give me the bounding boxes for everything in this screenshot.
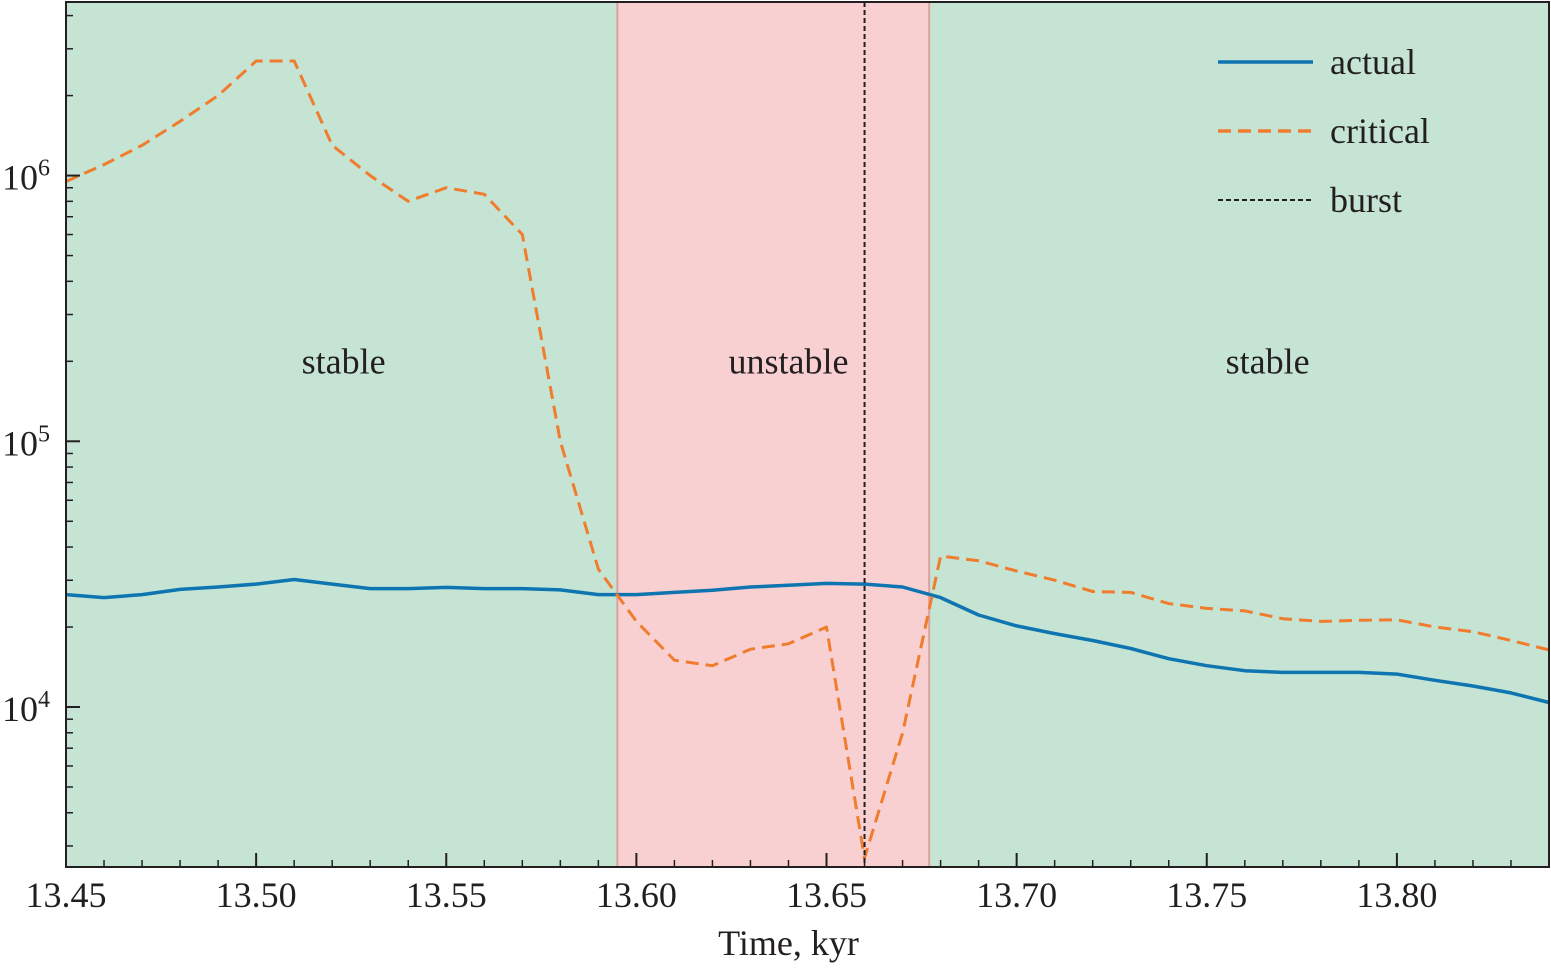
regions-layer [66,2,1549,867]
x-tick-label-7: 13.80 [1356,875,1437,915]
region-0 [66,2,617,867]
y-tick-label-1: 105 [2,421,50,463]
y-tick-label-2: 106 [2,156,50,198]
region-label-0: stable [302,341,386,381]
region-label-2: stable [1226,341,1310,381]
legend-label-actual: actual [1330,42,1416,82]
x-tick-label-3: 13.60 [596,875,677,915]
x-tick-label-1: 13.50 [216,875,297,915]
x-tick-label-6: 13.75 [1166,875,1247,915]
region-label-1: unstable [728,341,848,381]
legend-label-critical: critical [1330,111,1430,151]
y-tick-label-0: 104 [2,687,50,729]
region-1 [617,2,929,867]
x-tick-label-5: 13.70 [976,875,1057,915]
legend-label-burst: burst [1330,180,1402,220]
x-tick-label-2: 13.55 [406,875,487,915]
x-tick-label-4: 13.65 [786,875,867,915]
x-axis-title: Time, kyr [718,923,859,963]
x-tick-label-0: 13.45 [26,875,107,915]
